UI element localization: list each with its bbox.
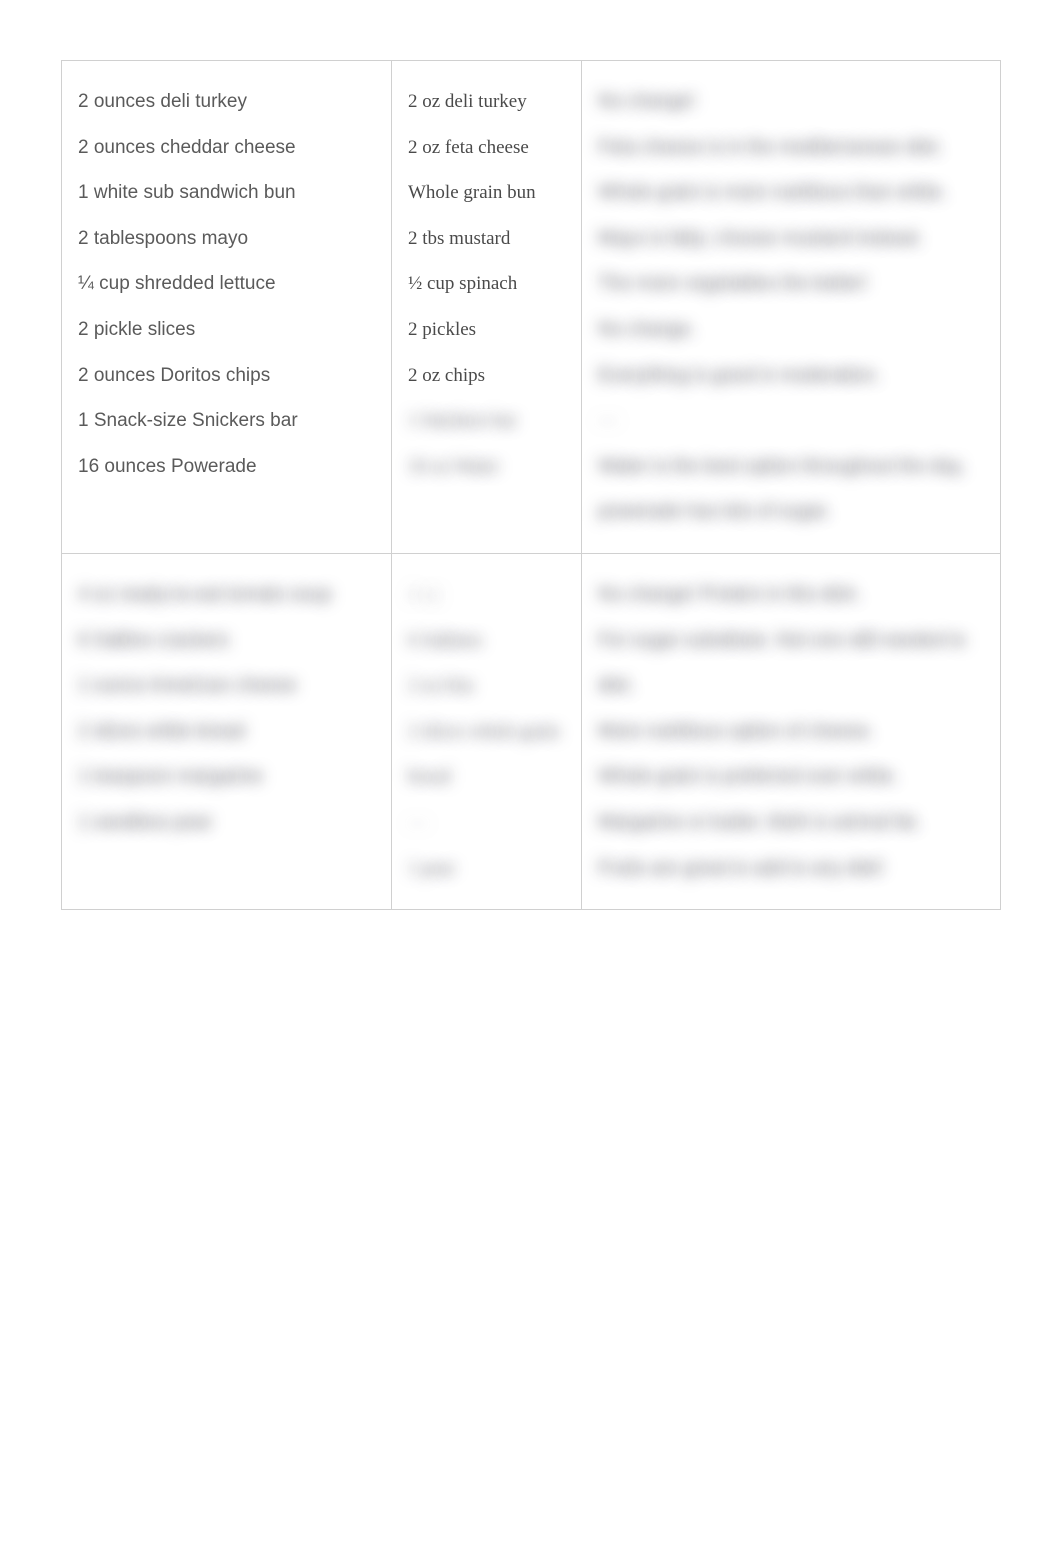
list-item-blurred: Whole grain is more nutritious than whit… — [598, 170, 984, 216]
list-item-blurred: 1 teaspoon margarine — [78, 754, 375, 800]
list-item-blurred: More nutritious option of cheese. — [598, 709, 984, 755]
list-item: 2 oz deli turkey — [408, 79, 565, 125]
list-item-blurred: 4 oz ready-to-eat tomato soup — [78, 572, 375, 618]
list-item: 1 white sub sandwich bun — [78, 170, 375, 216]
list-item-blurred: 6 Saltines — [408, 618, 565, 664]
list-item-blurred: Mayo is fatty; choose mustard instead. — [598, 216, 984, 262]
list-item-blurred: 1 seedless pear — [78, 800, 375, 846]
cell-substitute-1: 2 oz deli turkey 2 oz feta cheese Whole … — [392, 61, 582, 554]
list-item: 2 oz chips — [408, 353, 565, 399]
list-item-blurred: 16 oz Water — [408, 444, 565, 490]
list-item: 2 ounces deli turkey — [78, 79, 375, 125]
list-item-blurred: No change! — [598, 79, 984, 125]
list-item-blurred: For sugar substitute. Not one still need… — [598, 618, 984, 709]
list-item: 1 Snack-size Snickers bar — [78, 398, 375, 444]
list-item: 2 pickles — [408, 307, 565, 353]
cell-original-2: 4 oz ready-to-eat tomato soup 6 Saltine … — [62, 553, 392, 909]
list-item: 2 ounces cheddar cheese — [78, 125, 375, 171]
cell-substitute-2: 4 oz 6 Saltines 2 oz feta 2 slices whole… — [392, 553, 582, 909]
table-row: 4 oz ready-to-eat tomato soup 6 Saltine … — [62, 553, 1001, 909]
list-item: 16 ounces Powerade — [78, 444, 375, 490]
list-item: Whole grain bun — [408, 170, 565, 216]
list-item: 2 tablespoons mayo — [78, 216, 375, 262]
list-item-blurred: 4 oz — [408, 572, 565, 618]
list-item: 2 oz feta cheese — [408, 125, 565, 171]
list-item-blurred: 1 ounce American cheese — [78, 663, 375, 709]
list-item: ¼ cup shredded lettuce — [78, 261, 375, 307]
cell-original-1: 2 ounces deli turkey 2 ounces cheddar ch… — [62, 61, 392, 554]
list-item-blurred: Feta cheese is in the mediterranean diet… — [598, 125, 984, 171]
list-item-blurred: 1 Snickers bar — [408, 398, 565, 444]
list-item-blurred: Everything is good in moderation. — [598, 353, 984, 399]
list-item-blurred: Fruits are great to add to any diet! — [598, 846, 984, 892]
meal-table: 2 ounces deli turkey 2 ounces cheddar ch… — [61, 60, 1001, 910]
cell-reason-1: No change! Feta cheese is in the mediter… — [582, 61, 1001, 554]
list-item-blurred: 2 slices whole grain bread — [408, 709, 565, 800]
table: 2 ounces deli turkey 2 ounces cheddar ch… — [61, 60, 1001, 910]
cell-reason-2: No change! Protein in this dish. For sug… — [582, 553, 1001, 909]
table-row: 2 ounces deli turkey 2 ounces cheddar ch… — [62, 61, 1001, 554]
list-item: 2 pickle slices — [78, 307, 375, 353]
list-item: ½ cup spinach — [408, 261, 565, 307]
list-item-blurred: The more vegetables the better! — [598, 261, 984, 307]
list-item-blurred: Water is the best option throughout the … — [598, 444, 984, 535]
list-item: 2 tbs mustard — [408, 216, 565, 262]
list-item-blurred: 2 oz feta — [408, 663, 565, 709]
list-item-blurred: 1 pear — [408, 846, 565, 892]
list-item-blurred: No change. — [598, 307, 984, 353]
list-item-blurred: — — [598, 398, 984, 444]
list-item-blurred: Whole grain is preferred over white. — [598, 754, 984, 800]
list-item-blurred: Margarine or butter. Both is animal fat. — [598, 800, 984, 846]
list-item-blurred: 2 slices white bread — [78, 709, 375, 755]
list-item-blurred: — — [408, 800, 565, 846]
list-item-blurred: No change! Protein in this dish. — [598, 572, 984, 618]
list-item: 2 ounces Doritos chips — [78, 353, 375, 399]
list-item-blurred: 6 Saltine crackers — [78, 618, 375, 664]
